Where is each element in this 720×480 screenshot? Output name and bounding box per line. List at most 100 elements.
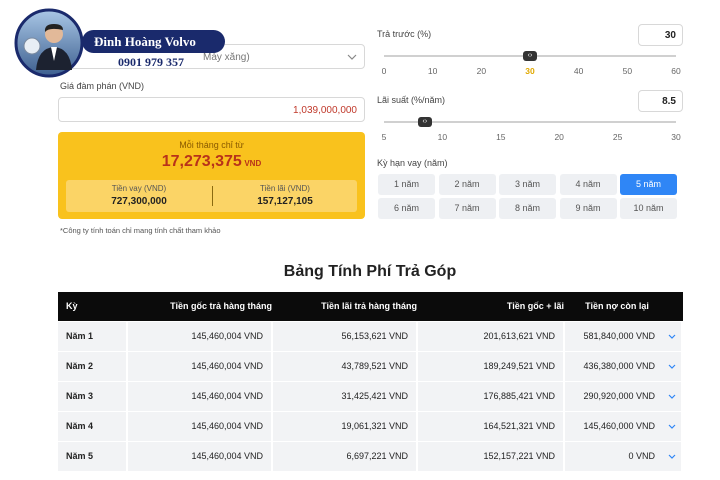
row-chevron[interactable] [668, 394, 676, 400]
table-cell: 56,153,621 VND [273, 322, 416, 351]
term-button[interactable]: 3 năm [499, 174, 556, 195]
header-cell: Kỳ [66, 301, 78, 311]
cell-text: Năm 3 [66, 391, 94, 401]
table-cell: 201,613,621 VND [418, 322, 563, 351]
term-button[interactable]: 7 năm [438, 198, 496, 219]
header-cell: Tiền gốc + lãi [506, 301, 564, 311]
slider-tick: 20 [476, 66, 487, 76]
table-row[interactable]: Năm 4 145,460,004 VND 19,061,321 VND 164,52… [58, 412, 683, 441]
term-button[interactable]: 4 năm [559, 174, 617, 195]
note: *Công ty tính toán chỉ mang tính chất th… [60, 226, 221, 235]
price-input[interactable]: 1,039,000,000 [58, 97, 365, 122]
slider-tick: 50 [622, 66, 633, 76]
term-text: 9 năm [575, 203, 601, 213]
term-text: 7 năm [454, 203, 480, 213]
term-button[interactable]: 8 năm [499, 198, 556, 219]
table-title: Bảng Tính Phí Trả Góp [283, 263, 457, 280]
term-text: 5 năm [635, 179, 661, 189]
term-text: 4 năm [575, 179, 601, 189]
term-button[interactable]: 10 năm [620, 198, 677, 219]
table-cell: 6,697,221 VND [273, 442, 416, 471]
slider-value: 30 [664, 30, 676, 41]
slider-input[interactable]: 8.5 [638, 90, 683, 112]
table-row[interactable]: Năm 5 145,460,004 VND 6,697,221 VND 152,157… [58, 442, 683, 471]
term-button[interactable]: 5 năm [620, 174, 677, 195]
cell-text: 56,153,621 VND [341, 331, 408, 341]
slider-tick: 10 [437, 132, 448, 142]
slider-input[interactable]: 30 [638, 24, 683, 46]
row-chevron[interactable] [668, 424, 676, 430]
table-cell: 145,460,004 VND [128, 412, 271, 441]
summary-inner: Tiền vay (VND) 727,300,000 Tiền lãi (VND… [66, 180, 357, 212]
summary-box: Mỗi tháng chỉ từ 17,273,375 VND Tiền vay… [58, 132, 365, 219]
table-cell: 189,249,521 VND [418, 352, 563, 381]
table-cell: 145,460,004 VND [128, 352, 271, 381]
term-button[interactable]: 6 năm [378, 198, 435, 219]
term-button[interactable]: 1 năm [378, 174, 435, 195]
table-cell: 176,885,421 VND [418, 382, 563, 411]
term-text: 10 năm [633, 203, 664, 213]
slider-tick: 0 [381, 66, 387, 76]
cell-text: 145,460,004 VND [191, 331, 263, 341]
term-text: 3 năm [514, 179, 540, 189]
term-button[interactable]: 2 năm [438, 174, 496, 195]
cell-text: 290,920,000 VND [583, 391, 655, 401]
summary-label: Mỗi tháng chỉ từ [179, 140, 244, 150]
term-text: 1 năm [393, 179, 419, 189]
monthly-unit: VND [244, 159, 262, 168]
cell-text: Năm 1 [66, 331, 94, 341]
slider-tick: 40 [573, 66, 584, 76]
table-cell: 19,061,321 VND [273, 412, 416, 441]
slider-knob[interactable]: ‹› [523, 51, 537, 61]
cell-text: 201,613,621 VND [483, 331, 555, 341]
slider-tick: 20 [554, 132, 564, 142]
table-cell: 43,789,521 VND [273, 352, 416, 381]
header-cell: Tiền lãi trả hàng tháng [321, 301, 417, 311]
cell-text: Năm 4 [66, 421, 94, 431]
table-cell: 145,460,004 VND [128, 322, 271, 351]
table-row[interactable]: Năm 2 145,460,004 VND 43,789,521 VND 189,24… [58, 352, 683, 381]
monthly: 17,273,375 VND [58, 153, 365, 171]
row-chevron[interactable] [668, 454, 676, 460]
table-cell: 581,840,000 VND [565, 322, 681, 351]
slider-tick: 15 [496, 132, 506, 142]
badge-phone: 0901 979 357 [118, 55, 184, 69]
interest-label: Tiền lãi (VND) [260, 184, 310, 193]
cell-text: 19,061,321 VND [341, 421, 408, 431]
term-text: 2 năm [454, 179, 480, 189]
cell-text: 152,157,221 VND [483, 451, 555, 461]
slider-tick: 30 [671, 132, 681, 142]
term-text: 8 năm [514, 203, 540, 213]
term-button[interactable]: 9 năm [559, 198, 617, 219]
cell-text: 176,885,421 VND [483, 391, 555, 401]
slider-tick: 30 [525, 66, 535, 76]
term-text: 6 năm [393, 203, 419, 213]
table-cell: 31,425,421 VND [273, 382, 416, 411]
cell-text: 436,380,000 VND [583, 361, 655, 371]
slider-tick: 5 [381, 132, 387, 142]
table-row[interactable]: Năm 3 145,460,004 VND 31,425,421 VND 176,88… [58, 382, 683, 411]
slider-tick: 60 [671, 66, 681, 76]
cell-text: 145,460,004 VND [191, 451, 263, 461]
table-row[interactable]: Năm 1 145,460,004 VND 56,153,621 VND 201,61… [58, 322, 683, 351]
row-chevron[interactable] [668, 334, 676, 340]
table-cell: Năm 4 [58, 412, 126, 441]
cell-text: 145,460,004 VND [191, 361, 263, 371]
divider [212, 186, 213, 206]
slider-track [384, 121, 676, 123]
slider-knob[interactable]: ‹› [417, 117, 432, 127]
slider-tick: 10 [427, 66, 438, 76]
cell-text: 0 VND [628, 451, 655, 461]
table-cell: 145,460,000 VND [565, 412, 681, 441]
row-chevron[interactable] [668, 364, 676, 370]
cell-text: 164,521,321 VND [483, 421, 555, 431]
interest-value: 157,127,105 [257, 196, 313, 207]
slider-value: 8.5 [662, 96, 676, 107]
loan-value: 727,300,000 [111, 196, 167, 207]
cell-text: 31,425,421 VND [341, 391, 408, 401]
cell-text: 145,460,000 VND [583, 421, 655, 431]
slider-label: Trả trước (%) [377, 29, 432, 39]
price-value: 1,039,000,000 [293, 105, 357, 116]
slider-label: Lãi suất (%/năm) [377, 95, 446, 105]
header-cell: Tiền nợ còn lại [585, 301, 649, 311]
